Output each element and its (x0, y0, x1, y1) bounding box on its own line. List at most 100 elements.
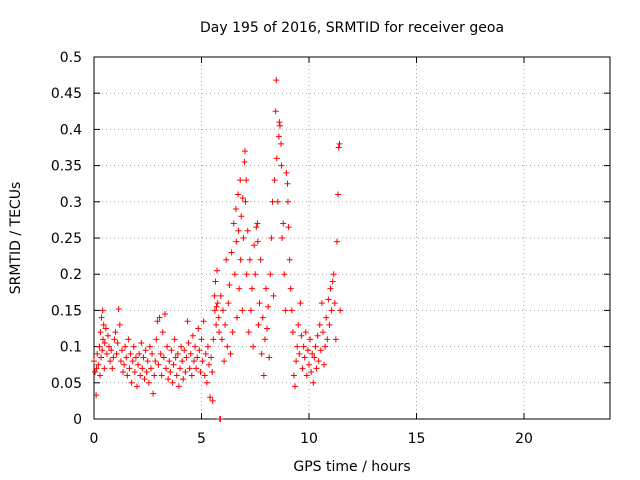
data-point (196, 347, 203, 354)
data-point (243, 177, 250, 184)
data-point (304, 347, 311, 354)
data-point (233, 314, 240, 321)
data-point (299, 365, 306, 372)
data-point (177, 365, 183, 372)
data-point (181, 347, 188, 354)
data-point (327, 285, 334, 292)
data-point (128, 379, 135, 386)
data-point (240, 235, 247, 241)
data-point (265, 303, 272, 310)
x-tick-label: 5 (197, 431, 206, 447)
data-point (315, 358, 322, 365)
y-tick-label: 0.3 (60, 195, 82, 211)
y-axis-title: SRMTID / TECUs (8, 182, 24, 295)
data-point (195, 325, 202, 332)
data-point (280, 220, 287, 227)
data-point (333, 238, 340, 245)
data-point (209, 397, 216, 404)
data-point (186, 365, 193, 372)
data-point (331, 300, 338, 307)
data-point (226, 282, 233, 289)
data-point (260, 372, 267, 379)
data-point (109, 365, 116, 372)
data-point (213, 321, 220, 328)
data-point (282, 307, 289, 314)
data-point (116, 321, 123, 328)
data-point (199, 358, 206, 365)
data-point (308, 368, 315, 375)
data-point (207, 394, 214, 401)
data-point (278, 162, 285, 169)
data-point (138, 339, 145, 346)
data-point (126, 365, 133, 372)
data-point (285, 224, 292, 231)
data-point (242, 198, 249, 205)
data-point (99, 347, 106, 354)
data-point (190, 358, 197, 365)
data-point (217, 416, 224, 422)
data-point (218, 336, 225, 343)
data-point (203, 379, 210, 386)
data-point (157, 350, 164, 357)
data-point (152, 358, 159, 365)
data-point (185, 339, 192, 346)
data-point (130, 343, 137, 350)
data-point (295, 321, 302, 328)
data-point (213, 267, 220, 274)
data-point (289, 329, 296, 336)
data-point (239, 195, 246, 202)
data-point (127, 350, 134, 357)
data-point (91, 358, 97, 365)
data-point (318, 300, 325, 307)
data-point (286, 256, 293, 263)
data-point (313, 365, 320, 372)
data-point (221, 358, 228, 365)
data-point (103, 350, 110, 357)
data-point (236, 285, 243, 292)
data-point (99, 307, 106, 314)
data-point (317, 347, 324, 354)
data-point (93, 365, 100, 372)
data-point (125, 336, 132, 343)
data-point (154, 318, 161, 325)
data-point (112, 329, 119, 336)
data-point (316, 321, 323, 328)
grid-lines (94, 57, 610, 419)
data-point (108, 347, 115, 354)
data-point (284, 180, 291, 187)
data-point (182, 368, 189, 375)
data-point (144, 358, 151, 365)
data-point (233, 238, 240, 245)
data-point (134, 383, 140, 390)
data-point (298, 332, 305, 339)
data-point (169, 379, 176, 386)
data-point (266, 354, 273, 361)
data-point (330, 271, 337, 278)
data-point (189, 332, 196, 339)
data-point (141, 376, 148, 383)
data-point (274, 198, 281, 205)
data-point (172, 354, 179, 361)
data-point (171, 336, 178, 343)
data-point (166, 358, 173, 365)
data-point (106, 343, 113, 350)
data-point (300, 343, 307, 350)
data-points (91, 77, 344, 422)
data-point (143, 368, 150, 375)
data-point (204, 343, 211, 350)
data-point (151, 372, 158, 379)
data-point (97, 372, 104, 379)
data-point (92, 368, 99, 375)
data-point (174, 350, 181, 357)
data-point (279, 235, 286, 241)
data-point (210, 336, 217, 343)
data-point (197, 368, 204, 375)
data-point (312, 343, 319, 350)
data-point (137, 372, 144, 379)
data-point (276, 122, 283, 129)
data-point (332, 336, 339, 343)
data-point (283, 169, 290, 176)
data-point (93, 392, 100, 399)
data-point (194, 354, 201, 361)
y-tick-label: 0.5 (60, 50, 82, 66)
